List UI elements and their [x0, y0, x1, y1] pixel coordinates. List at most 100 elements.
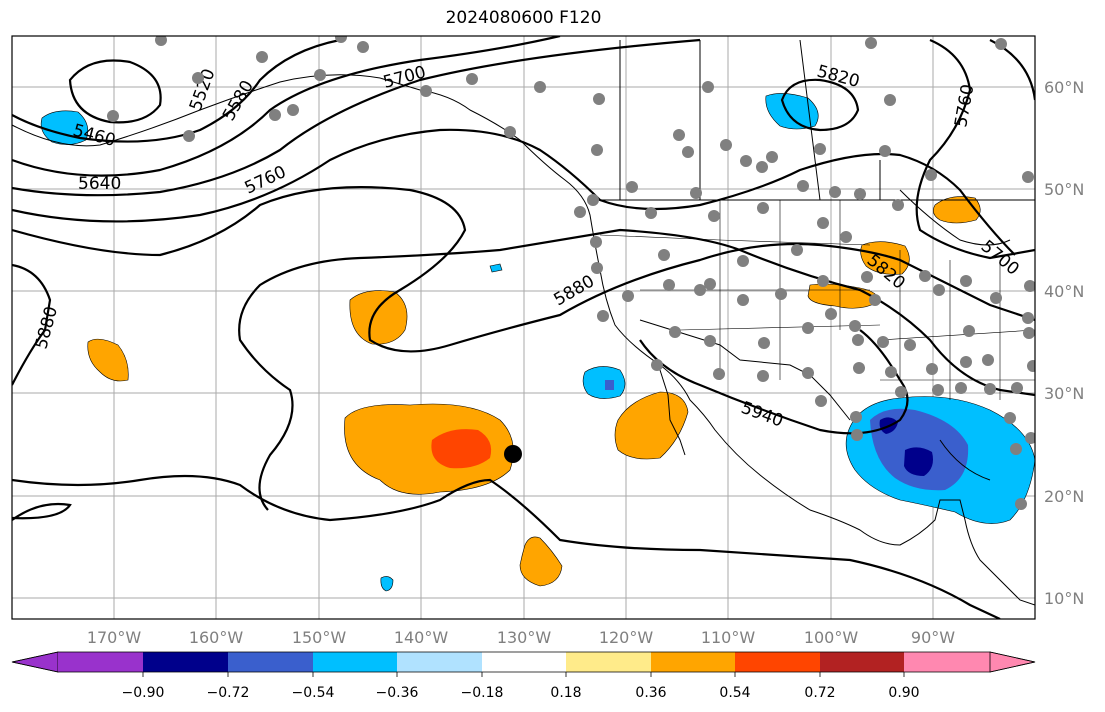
- latitude-label: 10°N: [1044, 589, 1084, 608]
- station-point: [645, 207, 657, 219]
- station-points: [107, 36, 1035, 510]
- station-point: [287, 104, 299, 116]
- colorbar-tick-label: −0.72: [207, 685, 250, 701]
- station-point: [851, 429, 863, 441]
- colorbar-tick-label: −0.36: [376, 685, 419, 701]
- station-point: [982, 354, 994, 366]
- station-point: [314, 69, 326, 81]
- station-point: [420, 85, 432, 97]
- longitude-label: 90°W: [911, 628, 955, 647]
- colorbar-tick-label: −0.18: [461, 685, 504, 701]
- colorbar-segment: [11, 651, 59, 673]
- strong-positive-anomaly-region: [431, 429, 492, 469]
- station-point: [756, 161, 768, 173]
- latitude-label: 20°N: [1044, 487, 1084, 506]
- colorbar-segment: [397, 652, 482, 672]
- station-point: [984, 383, 996, 395]
- station-point: [591, 262, 603, 274]
- longitude-label: 100°W: [804, 628, 859, 647]
- colorbar-ticks: [142, 672, 905, 677]
- positive-anomaly-region: [614, 391, 689, 460]
- station-point: [757, 202, 769, 214]
- station-point: [1023, 327, 1035, 339]
- station-point: [895, 386, 907, 398]
- station-point: [713, 368, 725, 380]
- station-point: [815, 395, 827, 407]
- longitude-labels: 170°W 160°W 150°W 140°W 130°W 120°W 110°…: [87, 628, 955, 647]
- colorbar-segment: [989, 651, 1036, 673]
- station-point: [1015, 498, 1027, 510]
- station-point: [694, 284, 706, 296]
- station-point: [740, 155, 752, 167]
- station-point: [925, 169, 937, 181]
- longitude-label: 120°W: [599, 628, 654, 647]
- station-point: [861, 271, 873, 283]
- station-point: [737, 255, 749, 267]
- station-point: [1004, 412, 1016, 424]
- negative-anomaly-region: [582, 366, 626, 399]
- station-point: [758, 337, 770, 349]
- station-point: [757, 370, 769, 382]
- station-point: [107, 110, 119, 122]
- colorbar-segment: [735, 652, 820, 672]
- station-point: [1011, 382, 1023, 394]
- station-point: [622, 290, 634, 302]
- station-point: [651, 359, 663, 371]
- colorbar-segment: [58, 652, 143, 672]
- station-point: [1010, 443, 1022, 455]
- station-point: [797, 180, 809, 192]
- positive-anomaly-region: [519, 536, 563, 587]
- station-point: [1022, 312, 1034, 324]
- station-point: [704, 278, 716, 290]
- station-point: [593, 93, 605, 105]
- colorbar-tick-label: −0.54: [292, 685, 335, 701]
- latitude-label: 50°N: [1044, 180, 1084, 199]
- longitude-label: 170°W: [87, 628, 142, 647]
- negative-anomaly-region: [380, 576, 394, 592]
- colorbar-tick-label: 0.90: [888, 685, 919, 701]
- contour-label: 5520: [186, 66, 220, 113]
- station-point: [877, 336, 889, 348]
- station-point: [590, 236, 602, 248]
- positive-anomaly-region: [349, 290, 408, 345]
- negative-anomaly-region: [605, 380, 614, 390]
- colorbar-tick-label: 0.72: [804, 685, 835, 701]
- station-point: [995, 38, 1007, 50]
- station-point: [574, 206, 586, 218]
- station-point: [802, 367, 814, 379]
- station-point: [591, 144, 603, 156]
- station-point: [775, 288, 787, 300]
- station-point: [587, 194, 599, 206]
- station-point: [335, 36, 347, 43]
- latitude-label: 40°N: [1044, 282, 1084, 301]
- station-point: [885, 366, 897, 378]
- contour-label: 5880: [551, 271, 598, 310]
- contour-label: 5760: [242, 162, 290, 198]
- colorbar-segment: [651, 652, 735, 672]
- station-point: [904, 339, 916, 351]
- station-point: [853, 362, 865, 374]
- positive-anomaly-region: [807, 283, 879, 309]
- station-point: [534, 81, 546, 93]
- longitude-label: 130°W: [497, 628, 552, 647]
- station-point: [817, 275, 829, 287]
- coastlines: [12, 39, 1035, 606]
- colorbar-segment: [228, 652, 313, 672]
- station-point: [155, 36, 167, 46]
- station-point: [704, 335, 716, 347]
- longitude-label: 110°W: [701, 628, 756, 647]
- station-point: [840, 231, 852, 243]
- colorbar-segment: [143, 652, 228, 672]
- station-point: [192, 72, 204, 84]
- station-point: [663, 279, 675, 291]
- station-point: [658, 249, 670, 261]
- longitude-label: 160°W: [189, 628, 244, 647]
- station-point: [690, 187, 702, 199]
- station-point: [766, 151, 778, 163]
- longitude-label: 150°W: [292, 628, 347, 647]
- contour-label: 5940: [738, 398, 785, 432]
- station-point: [466, 73, 478, 85]
- positive-anomaly-region: [860, 241, 910, 275]
- positive-anomaly-region: [87, 338, 129, 382]
